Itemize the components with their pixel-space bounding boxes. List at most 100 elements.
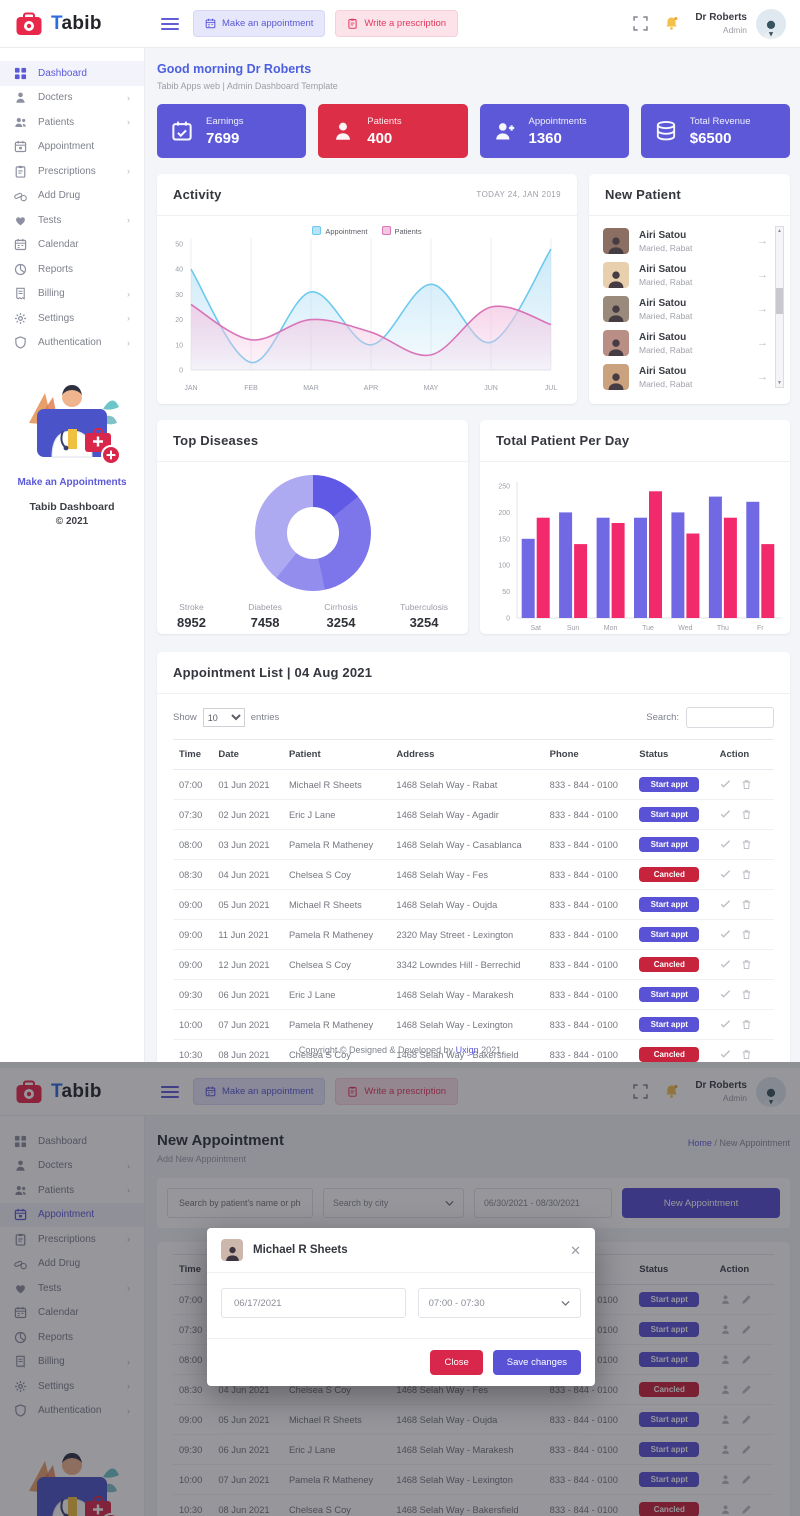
- sidebar-item-reports[interactable]: Reports: [0, 257, 144, 282]
- stat-card-appointments[interactable]: Appointments 1360: [479, 104, 629, 158]
- column-header-patient[interactable]: Patient: [282, 739, 391, 770]
- status-badge[interactable]: Start appt: [639, 807, 700, 822]
- scrollbar[interactable]: ▲ ▼: [775, 226, 784, 388]
- scroll-up-icon[interactable]: ▲: [777, 228, 782, 234]
- column-header-status[interactable]: Status: [633, 739, 714, 770]
- search-input[interactable]: [686, 707, 774, 728]
- fullscreen-icon[interactable]: [633, 16, 649, 31]
- new-patient-list-item[interactable]: Airi Satou Maried, Rabat →: [603, 326, 768, 360]
- scroll-down-icon[interactable]: ▼: [777, 380, 782, 386]
- breadcrumb-home[interactable]: Home: [687, 1138, 712, 1148]
- cell-actions[interactable]: [713, 919, 774, 950]
- sidebar-item-patients[interactable]: Patients ›: [0, 110, 144, 135]
- app-logo[interactable]: Tabib: [0, 12, 145, 36]
- new-patient-list-item[interactable]: Airi Satou Maried, Rabat →: [603, 224, 768, 258]
- status-badge[interactable]: Cancled: [639, 1382, 700, 1397]
- patient-search-input[interactable]: [177, 1197, 303, 1209]
- new-patient-list-item[interactable]: Airi Satou Maried, Rabat →: [603, 258, 768, 292]
- cell-actions[interactable]: [713, 1039, 774, 1062]
- table-row[interactable]: 09:00 05 Jun 2021 Michael R Sheets 1468 …: [173, 889, 774, 920]
- table-row[interactable]: 09:30 06 Jun 2021 Eric J Lane 1468 Selah…: [173, 1434, 774, 1465]
- sidebar-item-calendar[interactable]: Calendar: [0, 233, 144, 258]
- user-menu[interactable]: Dr Roberts Admin: [695, 8, 786, 39]
- cell-actions[interactable]: [713, 889, 774, 920]
- table-row[interactable]: 10:30 08 Jun 2021 Chelsea S Coy 1468 Sel…: [173, 1039, 774, 1062]
- table-row[interactable]: 10:30 08 Jun 2021 Chelsea S Coy 1468 Sel…: [173, 1494, 774, 1516]
- cell-actions[interactable]: [713, 949, 774, 980]
- cell-actions[interactable]: [713, 1464, 774, 1495]
- table-row[interactable]: 09:00 12 Jun 2021 Chelsea S Coy 3342 Low…: [173, 949, 774, 980]
- modal-save-button[interactable]: Save changes: [492, 1350, 581, 1375]
- status-badge[interactable]: Start appt: [639, 1442, 700, 1457]
- table-row[interactable]: 08:30 04 Jun 2021 Chelsea S Coy 1468 Sel…: [173, 1374, 774, 1405]
- status-badge[interactable]: Start appt: [639, 1322, 700, 1337]
- cell-actions[interactable]: [713, 1374, 774, 1405]
- patient-search-field[interactable]: [167, 1188, 313, 1218]
- arrow-right-icon[interactable]: →: [757, 337, 768, 349]
- column-header-time[interactable]: Time: [173, 739, 213, 770]
- sidebar-item-appointment[interactable]: Appointment: [0, 135, 144, 160]
- arrow-right-icon[interactable]: →: [757, 371, 768, 383]
- stat-card-earnings[interactable]: Earnings 7699: [157, 104, 307, 158]
- notifications-bell-icon[interactable]: [664, 16, 679, 31]
- sidebar-item-patients[interactable]: Patients ›: [0, 1178, 144, 1203]
- close-icon[interactable]: ✕: [570, 1242, 581, 1258]
- table-row[interactable]: 10:00 07 Jun 2021 Pamela R Matheney 1468…: [173, 1464, 774, 1495]
- cell-actions[interactable]: [713, 979, 774, 1010]
- footer-author-link[interactable]: Uxign: [455, 1045, 479, 1055]
- stat-card-patients[interactable]: Patients 400: [318, 104, 468, 158]
- cell-actions[interactable]: [713, 1404, 774, 1435]
- date-range-field[interactable]: 06/30/2021 - 08/30/2021: [474, 1188, 612, 1218]
- sidebar-item-prescriptions[interactable]: Prescriptions ›: [0, 159, 144, 184]
- sidebar-item-add-drug[interactable]: Add Drug: [0, 184, 144, 209]
- cell-actions[interactable]: [713, 1009, 774, 1040]
- sidebar-item-dashboard[interactable]: Dashboard: [0, 1129, 144, 1154]
- sidebar-item-settings[interactable]: Settings ›: [0, 1374, 144, 1399]
- write-prescription-button[interactable]: Write a prescription: [335, 1078, 459, 1105]
- entries-select[interactable]: 10: [202, 708, 245, 727]
- table-row[interactable]: 07:00 01 Jun 2021 Michael R Sheets 1468 …: [173, 769, 774, 800]
- sidebar-item-prescriptions[interactable]: Prescriptions ›: [0, 1227, 144, 1252]
- status-badge[interactable]: Cancled: [639, 1047, 700, 1062]
- sidebar-item-docters[interactable]: Docters ›: [0, 1154, 144, 1179]
- make-appointments-link[interactable]: Make an Appointments: [17, 477, 127, 488]
- app-logo[interactable]: Tabib: [0, 1080, 145, 1104]
- status-badge[interactable]: Start appt: [639, 1292, 700, 1307]
- status-badge[interactable]: Cancled: [639, 957, 700, 972]
- status-badge[interactable]: Start appt: [639, 1352, 700, 1367]
- column-header-phone[interactable]: Phone: [543, 739, 634, 770]
- sidebar-item-billing[interactable]: Billing ›: [0, 282, 144, 307]
- status-badge[interactable]: Start appt: [639, 837, 700, 852]
- sidebar-item-billing[interactable]: Billing ›: [0, 1350, 144, 1375]
- city-select[interactable]: Search by city: [323, 1188, 464, 1218]
- status-badge[interactable]: Cancled: [639, 1502, 700, 1516]
- cell-actions[interactable]: [713, 859, 774, 890]
- table-row[interactable]: 10:00 07 Jun 2021 Pamela R Matheney 1468…: [173, 1009, 774, 1040]
- cell-actions[interactable]: [713, 1344, 774, 1375]
- sidebar-item-add-drug[interactable]: Add Drug: [0, 1252, 144, 1277]
- fullscreen-icon[interactable]: [633, 1084, 649, 1099]
- new-patient-list-item[interactable]: Airi Satou Maried, Rabat →: [603, 360, 768, 394]
- status-badge[interactable]: Start appt: [639, 777, 700, 792]
- arrow-right-icon[interactable]: →: [757, 303, 768, 315]
- sidebar-item-tests[interactable]: Tests ›: [0, 1276, 144, 1301]
- column-header-action[interactable]: Action: [713, 1254, 774, 1285]
- table-row[interactable]: 09:30 06 Jun 2021 Eric J Lane 1468 Selah…: [173, 979, 774, 1010]
- notifications-bell-icon[interactable]: [664, 1084, 679, 1099]
- cell-actions[interactable]: [713, 1284, 774, 1315]
- sidebar-item-settings[interactable]: Settings ›: [0, 306, 144, 331]
- column-header-action[interactable]: Action: [713, 739, 774, 770]
- appointment-date-input[interactable]: [232, 1296, 395, 1310]
- column-header-date[interactable]: Date: [212, 739, 283, 770]
- appointment-date-field[interactable]: [221, 1288, 406, 1318]
- status-badge[interactable]: Start appt: [639, 927, 700, 942]
- column-header-address[interactable]: Address: [390, 739, 544, 770]
- cell-actions[interactable]: [713, 1314, 774, 1345]
- cell-actions[interactable]: [713, 829, 774, 860]
- menu-toggle-icon[interactable]: [161, 15, 179, 33]
- appointment-time-select[interactable]: 07:00 - 07:30: [417, 1288, 581, 1318]
- cell-actions[interactable]: [713, 769, 774, 800]
- status-badge[interactable]: Start appt: [639, 897, 700, 912]
- scrollbar-thumb[interactable]: [776, 287, 783, 314]
- sidebar-item-tests[interactable]: Tests ›: [0, 208, 144, 233]
